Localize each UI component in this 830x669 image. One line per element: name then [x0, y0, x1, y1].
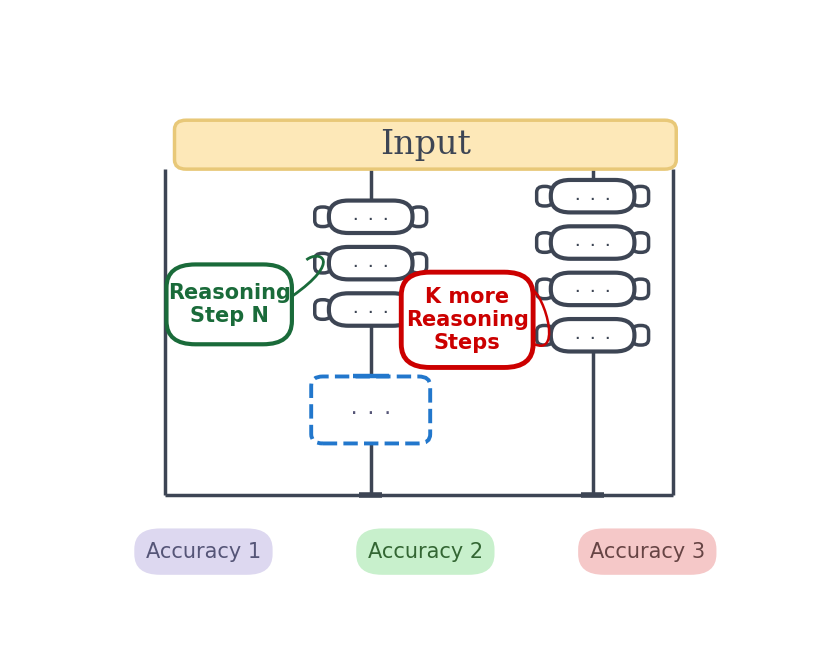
FancyBboxPatch shape: [537, 326, 553, 345]
FancyBboxPatch shape: [579, 529, 716, 575]
FancyBboxPatch shape: [134, 529, 272, 575]
Text: Accuracy 3: Accuracy 3: [590, 542, 705, 561]
FancyBboxPatch shape: [329, 201, 413, 233]
FancyBboxPatch shape: [537, 187, 553, 206]
FancyBboxPatch shape: [329, 293, 413, 326]
Text: K more
Reasoning
Steps: K more Reasoning Steps: [406, 286, 529, 353]
FancyBboxPatch shape: [632, 187, 648, 206]
FancyBboxPatch shape: [411, 207, 427, 227]
Text: . . .: . . .: [574, 328, 612, 342]
FancyBboxPatch shape: [632, 279, 648, 298]
FancyBboxPatch shape: [411, 254, 427, 273]
FancyBboxPatch shape: [551, 319, 634, 351]
FancyBboxPatch shape: [315, 254, 331, 273]
Text: . . .: . . .: [352, 303, 389, 316]
Text: . . .: . . .: [574, 236, 612, 249]
FancyBboxPatch shape: [401, 272, 533, 367]
FancyBboxPatch shape: [411, 300, 427, 319]
Text: . . .: . . .: [352, 257, 389, 270]
FancyBboxPatch shape: [315, 207, 331, 227]
FancyBboxPatch shape: [632, 326, 648, 345]
FancyBboxPatch shape: [329, 247, 413, 280]
Text: Accuracy 1: Accuracy 1: [146, 542, 261, 561]
FancyBboxPatch shape: [537, 233, 553, 252]
Text: . . .: . . .: [574, 190, 612, 203]
Text: . . .: . . .: [352, 210, 389, 223]
FancyBboxPatch shape: [632, 233, 648, 252]
Text: Accuracy 2: Accuracy 2: [368, 542, 483, 561]
FancyBboxPatch shape: [167, 264, 292, 345]
FancyBboxPatch shape: [174, 120, 676, 169]
FancyBboxPatch shape: [551, 226, 634, 259]
FancyBboxPatch shape: [315, 300, 331, 319]
Text: . . .: . . .: [349, 403, 392, 417]
FancyBboxPatch shape: [356, 529, 495, 575]
Text: Input: Input: [380, 128, 471, 161]
FancyBboxPatch shape: [551, 273, 634, 305]
Text: Reasoning
Step N: Reasoning Step N: [168, 283, 290, 326]
FancyBboxPatch shape: [537, 279, 553, 298]
Text: . . .: . . .: [574, 282, 612, 296]
FancyBboxPatch shape: [551, 180, 634, 213]
